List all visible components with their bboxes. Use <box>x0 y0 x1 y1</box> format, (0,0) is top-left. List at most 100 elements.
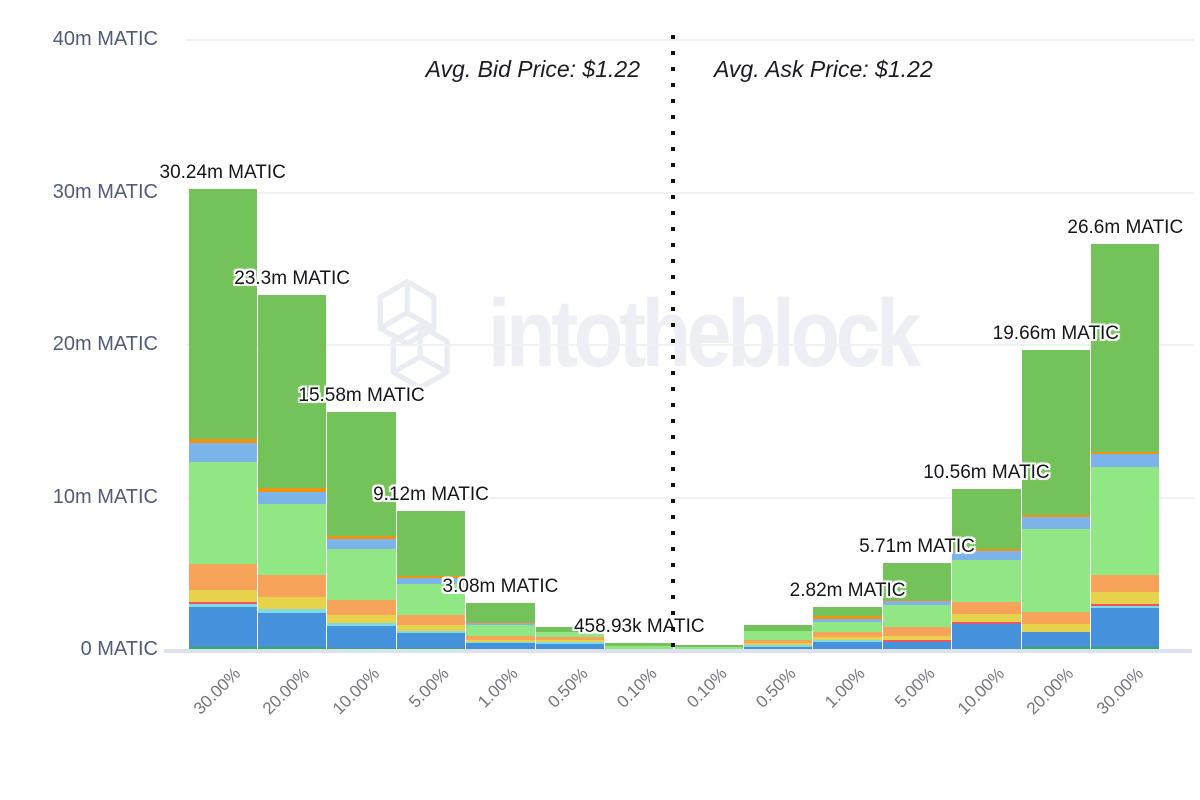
mid-market-dotted-divider <box>671 35 675 651</box>
segment-yellow <box>882 636 952 641</box>
x-tick-label-ask-1.00%: 1.00% <box>821 664 870 712</box>
segment-orange <box>1091 574 1160 592</box>
bar-ask-1.00%[interactable] <box>813 607 882 651</box>
segment-sky_blue <box>396 578 466 585</box>
segment-orange_dark <box>396 576 466 579</box>
segment-blue <box>743 646 813 651</box>
segment-orange_dark <box>257 488 327 493</box>
bar-value-label-bid-30.00%: 30.24m MATIC <box>159 161 286 183</box>
bar-ask-0.10%[interactable] <box>674 644 743 650</box>
avg-bid-price-label: Avg. Bid Price: $1.22 <box>425 56 640 82</box>
segment-cyan <box>1091 606 1160 609</box>
segment-orange_dark <box>466 622 535 623</box>
segment-green <box>743 625 813 632</box>
segment-sky_blue <box>466 622 535 625</box>
bar-value-label-bid-20.00%: 23.3m MATIC <box>234 267 351 289</box>
y-tick-label: 30m MATIC <box>52 180 158 203</box>
segment-light_green <box>327 549 396 601</box>
segment-sky_blue <box>813 618 882 622</box>
segment-cyan <box>396 630 466 634</box>
watermark-text: intotheblock <box>488 280 921 387</box>
bar-bid-0.10%[interactable] <box>605 643 674 650</box>
x-tick-label-ask-10.00%: 10.00% <box>953 664 1008 719</box>
bar-ask-20.00%[interactable] <box>1021 350 1091 651</box>
segment-green <box>1091 244 1160 453</box>
segment-cyan <box>327 623 396 627</box>
intotheblock-watermark: intotheblock <box>368 278 999 398</box>
bar-ask-5.00%[interactable] <box>882 562 952 650</box>
bar-bid-20.00%[interactable] <box>257 294 327 650</box>
segment-light_green <box>952 560 1021 603</box>
bar-ask-0.50%[interactable] <box>743 625 813 651</box>
segment-cyan <box>813 639 882 642</box>
segment-green <box>466 603 535 623</box>
bar-value-label-ask-1.00%: 2.82m MATIC <box>789 579 906 601</box>
segment-sky_blue <box>1091 454 1160 468</box>
bar-value-label-bid-0.10%: 458.93k MATIC <box>573 615 705 637</box>
segment-blue <box>535 643 605 650</box>
x-axis-line <box>164 649 1192 653</box>
segment-yellow <box>1091 592 1160 605</box>
x-tick-label-bid-30.00%: 30.00% <box>189 664 245 719</box>
segment-sky_blue <box>952 550 1021 561</box>
segment-teal_green <box>327 647 396 651</box>
bar-bid-0.50%[interactable] <box>535 627 605 650</box>
x-tick-label-ask-0.10%: 0.10% <box>682 664 731 712</box>
x-tick-label-ask-20.00%: 20.00% <box>1023 664 1078 719</box>
gridline-10m <box>186 496 1194 499</box>
x-tick-label-bid-0.10%: 0.10% <box>613 664 661 712</box>
segment-blue <box>1091 608 1160 648</box>
segment-red <box>188 602 257 605</box>
segment-orange <box>882 627 952 637</box>
segment-green <box>952 488 1021 549</box>
segment-yellow <box>188 589 257 603</box>
segment-cyan <box>188 604 257 607</box>
segment-yellow <box>813 636 882 640</box>
avg-ask-price-label: Avg. Ask Price: $1.22 <box>714 56 933 82</box>
segment-orange <box>1021 611 1091 624</box>
segment-green <box>257 294 327 489</box>
x-tick-label-bid-0.50%: 0.50% <box>543 664 592 712</box>
segment-blue <box>396 633 466 649</box>
bar-bid-30.00%[interactable] <box>188 188 257 651</box>
segment-cyan <box>257 609 327 614</box>
y-tick-label: 0 MATIC <box>80 638 158 660</box>
bar-bid-5.00%[interactable] <box>396 510 466 651</box>
segment-cyan <box>466 642 535 644</box>
bar-value-label-ask-30.00%: 26.6m MATIC <box>1067 217 1184 239</box>
segment-orange_dark <box>952 548 1021 551</box>
segment-blue <box>952 624 1021 650</box>
segment-yellow <box>466 639 535 643</box>
segment-light_green <box>535 631 605 638</box>
gridline-30m <box>186 191 1194 194</box>
segment-teal_green <box>1091 647 1160 651</box>
segment-light_green <box>605 646 674 650</box>
segment-blue <box>882 642 952 650</box>
segment-green <box>674 644 743 648</box>
gridline-40m <box>186 39 1194 41</box>
segment-green <box>327 412 396 536</box>
bar-value-label-bid-10.00%: 15.58m MATIC <box>298 385 425 407</box>
segment-green <box>605 643 674 647</box>
segment-light_green <box>813 621 882 632</box>
bar-bid-10.00%[interactable] <box>327 412 396 651</box>
segment-red <box>952 622 1021 625</box>
gridline-20m <box>186 344 1194 346</box>
segment-yellow <box>396 624 466 631</box>
segment-red <box>1091 604 1160 607</box>
bar-bid-1.00%[interactable] <box>466 603 535 650</box>
segment-green <box>813 607 882 617</box>
segment-orange <box>466 635 535 640</box>
bar-ask-30.00%[interactable] <box>1091 244 1160 651</box>
segment-light_green <box>674 647 743 650</box>
bar-ask-10.00%[interactable] <box>952 488 1021 650</box>
segment-blue <box>813 641 882 651</box>
segment-orange_dark <box>882 599 952 602</box>
segment-blue <box>257 613 327 648</box>
segment-orange <box>396 614 466 625</box>
intotheblock-cube-logo-icon <box>377 279 450 391</box>
x-tick-label-ask-5.00%: 5.00% <box>890 664 939 712</box>
segment-orange_dark <box>327 535 396 540</box>
segment-green <box>188 188 257 439</box>
